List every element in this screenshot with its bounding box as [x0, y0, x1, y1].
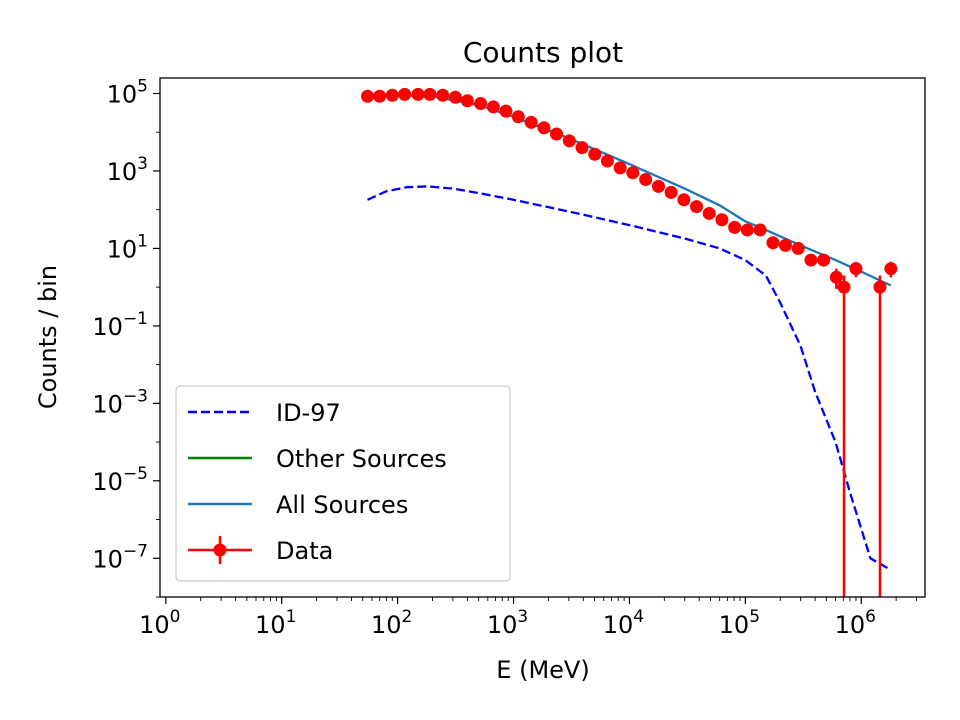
- data-point: [766, 236, 780, 250]
- data-point: [778, 238, 792, 252]
- x-tick-label: 102: [371, 607, 412, 639]
- legend: ID-97 Other Sources All Sources Data: [175, 385, 511, 582]
- data-point: [499, 104, 513, 118]
- data-point: [804, 253, 818, 267]
- x-tick-label: 104: [603, 607, 644, 639]
- data-point: [817, 253, 831, 267]
- plot-area: 100 101 102 103 104 105 106 105 103 101 10−1 10−3 10…: [92, 76, 926, 639]
- x-tick-label: 101: [255, 607, 296, 639]
- y-tick-label: 101: [107, 231, 148, 263]
- data-point: [829, 270, 843, 284]
- data-point: [511, 110, 525, 124]
- data-point: [753, 223, 767, 237]
- x-axis-label: E (MeV): [496, 656, 589, 684]
- data-point: [550, 127, 564, 141]
- data-point: [740, 223, 754, 237]
- data-point: [715, 213, 729, 227]
- x-tick-label: 105: [719, 607, 760, 639]
- data-point: [588, 147, 602, 161]
- legend-frame: [175, 385, 511, 582]
- data-point: [664, 185, 678, 199]
- legend-swatch-data: [188, 536, 252, 564]
- y-tick-label: 10−3: [92, 386, 148, 418]
- y-tick-label: 10−1: [92, 309, 148, 341]
- data-point: [562, 134, 576, 148]
- y-tick-label: 10−7: [92, 541, 148, 573]
- data-point: [651, 179, 665, 193]
- data-point: [626, 166, 640, 180]
- data-point: [728, 220, 742, 234]
- legend-label-id97: ID-97: [276, 399, 341, 427]
- x-tick-label: 103: [487, 607, 528, 639]
- data-point: [690, 200, 704, 214]
- data-point: [537, 121, 551, 135]
- x-tick-label: 106: [835, 607, 876, 639]
- data-point: [436, 88, 450, 102]
- legend-label-all-sources: All Sources: [276, 491, 408, 519]
- data-point: [600, 154, 614, 168]
- series-group: [361, 87, 898, 597]
- data-point: [411, 87, 425, 101]
- y-tick-label: 10−5: [92, 464, 148, 496]
- data-point: [423, 87, 437, 101]
- x-tick-label: 100: [139, 607, 180, 639]
- y-tick-label: 103: [107, 154, 148, 186]
- y-axis-label: Counts / bin: [34, 265, 62, 409]
- data-point: [837, 280, 851, 294]
- data-point: [373, 89, 387, 103]
- legend-label-data: Data: [276, 537, 333, 565]
- axes-frame: [159, 77, 926, 598]
- data-point: [474, 97, 488, 111]
- data-point: [524, 115, 538, 129]
- data-point: [639, 173, 653, 187]
- legend-label-other-sources: Other Sources: [276, 445, 447, 473]
- data-point: [486, 100, 500, 114]
- data-point: [677, 193, 691, 207]
- data-point: [575, 141, 589, 155]
- data-point: [849, 262, 863, 276]
- data-point: [460, 94, 474, 108]
- data-point: [702, 206, 716, 220]
- data-point: [398, 87, 412, 101]
- data-point: [791, 241, 805, 255]
- series-line-id-97: [367, 185, 892, 571]
- data-point: [361, 89, 375, 103]
- data-point: [884, 262, 898, 276]
- chart-title: Counts plot: [463, 36, 623, 69]
- data-point: [385, 88, 399, 102]
- data-point: [448, 90, 462, 104]
- y-tick-label: 105: [107, 76, 148, 108]
- data-point: [873, 280, 887, 294]
- data-point: [613, 161, 627, 175]
